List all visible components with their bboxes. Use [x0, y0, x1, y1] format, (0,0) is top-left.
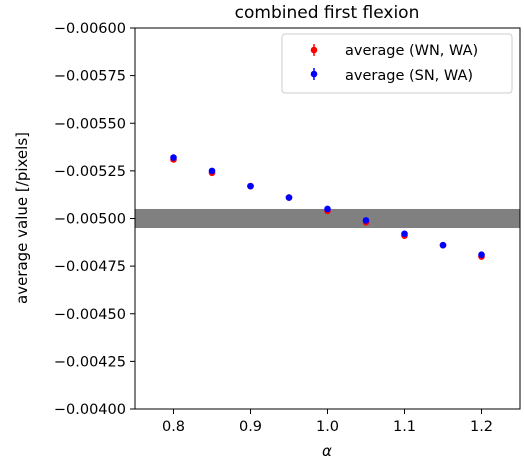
y-tick-label: −0.00550 — [54, 116, 126, 132]
data-point-sn — [362, 217, 370, 224]
data-point-sn — [285, 194, 293, 201]
data-point-sn — [170, 154, 177, 161]
x-tick-label: 0.8 — [162, 419, 185, 435]
data-point-sn — [401, 230, 408, 238]
data-point-sn — [478, 251, 485, 258]
legend-dot-wn — [310, 46, 318, 54]
x-tick-label: 1.0 — [316, 419, 339, 435]
data-points-layer — [170, 154, 485, 260]
data-point-sn — [439, 241, 447, 249]
x-tick-label: 0.9 — [239, 419, 262, 435]
y-axis-title: average value [/pixels] — [13, 132, 31, 304]
x-axis: 0.8 0.9 1.0 1.1 1.2 — [162, 409, 493, 435]
legend-marker-wn — [310, 44, 318, 56]
x-tick-label: 1.2 — [470, 419, 493, 435]
chart-title: combined first flexion — [235, 3, 420, 23]
x-axis-title: α — [322, 442, 332, 460]
y-tick-label: −0.00575 — [54, 69, 126, 85]
y-tick-label: −0.00425 — [54, 354, 126, 370]
data-point-sn — [208, 167, 216, 175]
y-tick-label: −0.00600 — [54, 21, 126, 37]
legend-marker-sn — [310, 68, 318, 80]
y-tick-label: −0.00400 — [54, 402, 126, 418]
legend: average (WN, WA) average (SN, WA) — [281, 33, 513, 94]
x-tick-label: 1.1 — [393, 419, 416, 435]
y-tick-label: −0.00450 — [54, 307, 126, 323]
legend-label-wn: average (WN, WA) — [345, 43, 478, 59]
y-axis: −0.00600 −0.00575 −0.00550 −0.00525 −0.00500… — [54, 21, 135, 418]
reference-band-layer — [135, 208, 520, 229]
legend-label-sn: average (SN, WA) — [345, 68, 473, 84]
data-point-sn — [247, 182, 254, 190]
reference-band — [135, 208, 520, 229]
legend-dot-sn — [310, 70, 318, 78]
data-point-sn — [324, 205, 331, 213]
y-tick-label: −0.00525 — [54, 164, 126, 180]
y-tick-label: −0.00475 — [54, 259, 126, 275]
y-tick-label: −0.00500 — [54, 212, 126, 228]
legend-frame — [281, 33, 513, 94]
